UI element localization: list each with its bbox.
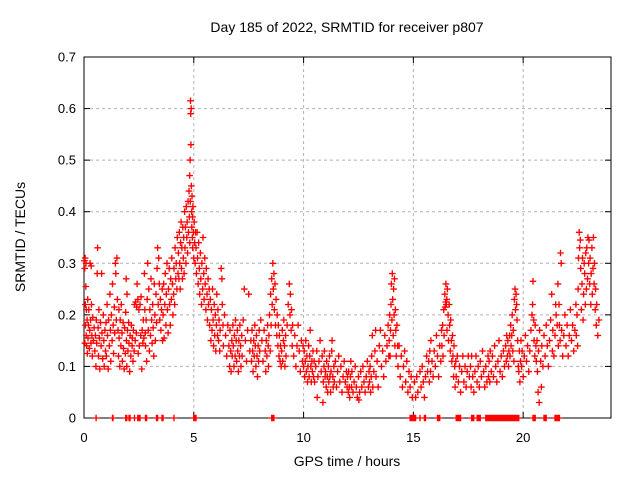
x-tick-labels: 0 5 10 15 20 [80,430,530,445]
y-tick-label: 0.7 [58,50,76,65]
scatter-points [81,97,603,422]
y-tick-label: 0.1 [58,359,76,374]
chart-title: Day 185 of 2022, SRMTID for receiver p80… [210,19,483,35]
x-axis-label: GPS time / hours [294,453,401,469]
x-tick-label: 15 [406,430,420,445]
y-axis-label: SRMTID / TECUs [12,182,28,292]
y-tick-label: 0 [69,411,76,426]
y-tick-labels: 0 0.1 0.2 0.3 0.4 0.5 0.6 0.7 [58,50,76,426]
y-tick-label: 0.2 [58,307,76,322]
y-tick-label: 0.5 [58,153,76,168]
y-tick-label: 0.3 [58,256,76,271]
plot-border [83,56,612,419]
y-tick-label: 0.4 [58,204,76,219]
y-tick-label: 0.6 [58,101,76,116]
x-tick-label: 10 [296,430,310,445]
data-point-markers [81,97,603,422]
x-tick-label: 0 [80,430,87,445]
x-tick-label: 5 [190,430,197,445]
x-tick-label: 20 [516,430,530,445]
